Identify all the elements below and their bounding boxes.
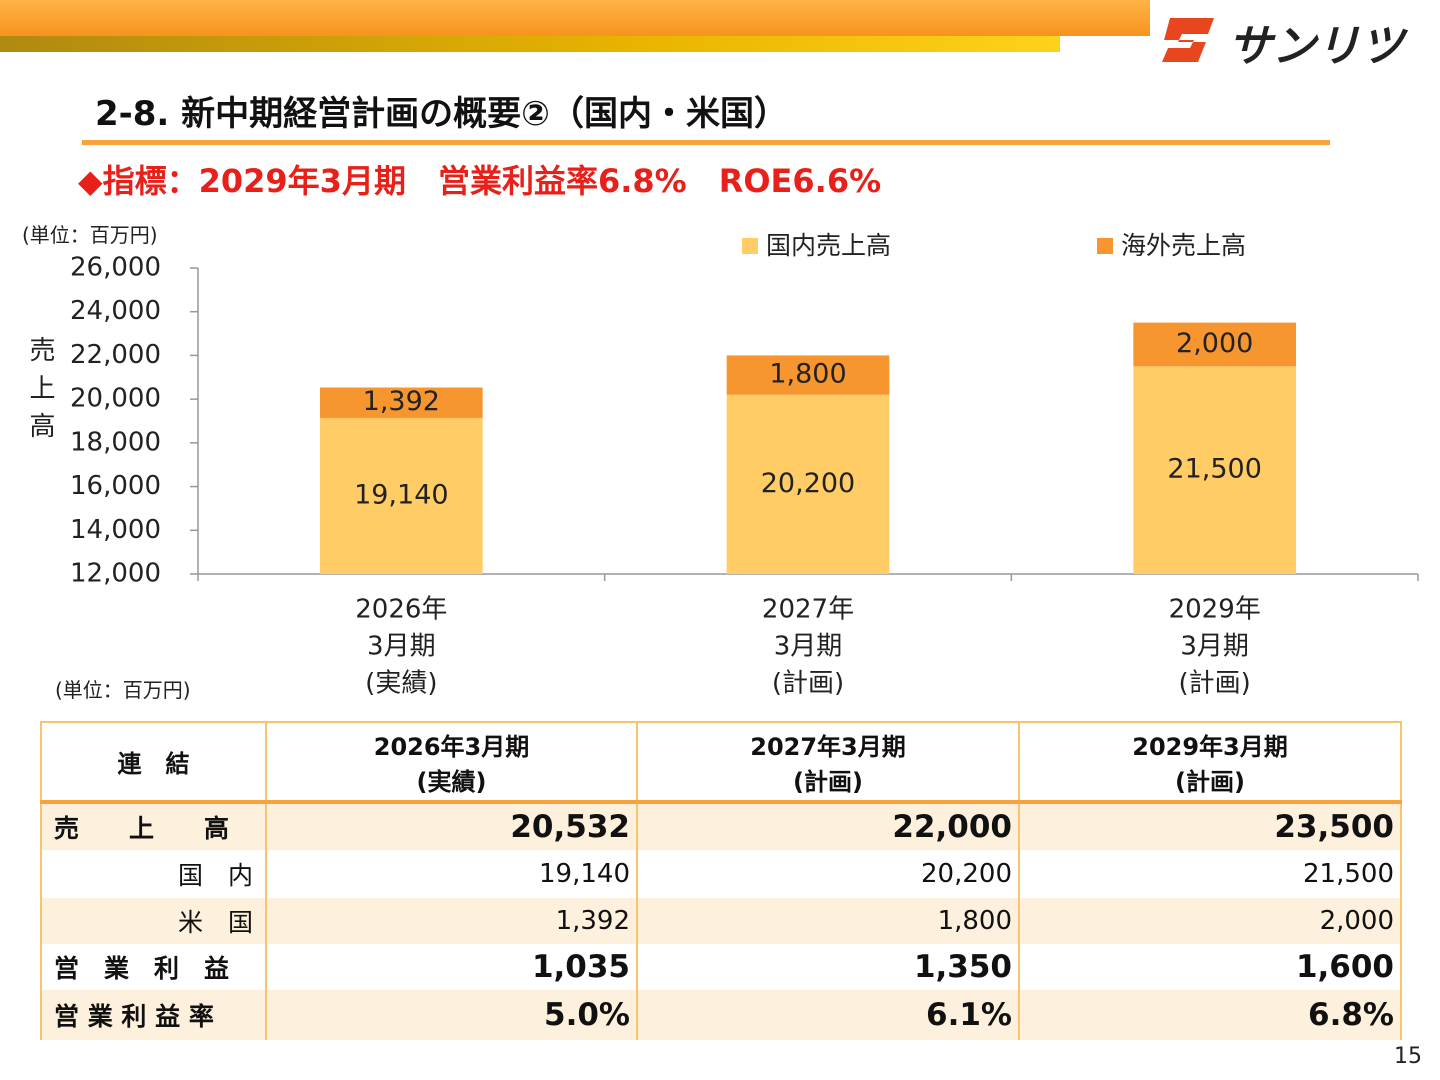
row-header: 米 国 — [40, 898, 267, 944]
title-underline — [82, 140, 1330, 145]
bar — [726, 355, 890, 395]
table-row: 営 業 利 益 率 5.0% 6.1% 6.8% — [40, 990, 1402, 1040]
y-tick-label: 24,000 — [70, 296, 161, 326]
data-label: 2,000 — [1176, 328, 1253, 359]
header-cell: 連 結 — [40, 721, 267, 804]
legend-swatch — [742, 238, 758, 254]
y-axis-label: 売上高 — [25, 336, 55, 450]
x-tick-label: 3月期 — [367, 632, 436, 662]
logo-text: サンリツ — [1228, 21, 1404, 72]
table-cell: 5.0% — [265, 990, 638, 1040]
y-tick-label: 18,000 — [70, 427, 161, 457]
bar — [1133, 322, 1296, 367]
data-label: 21,500 — [1167, 454, 1261, 485]
table-cell: 1,600 — [1018, 944, 1402, 990]
row-header: 営 業 利 益 — [40, 944, 267, 990]
table-cell: 20,532 — [265, 802, 638, 850]
table-cell: 1,350 — [636, 944, 1020, 990]
table-cell: 21,500 — [1018, 850, 1402, 898]
table-row: 国 内 19,140 20,200 21,500 — [40, 850, 1402, 898]
data-label: 19,140 — [354, 479, 448, 510]
row-header: 営 業 利 益 率 — [40, 990, 267, 1040]
table-cell: 22,000 — [636, 802, 1020, 850]
legend-label: 海外売上高 — [1121, 231, 1246, 260]
table-cell: 20,200 — [636, 850, 1020, 898]
header-row: 連 結 2026年3月期 (実績) 2027年3月期 (計画) 2029年3月期 (計画) — [40, 721, 1402, 804]
data-label: 1,392 — [363, 386, 440, 417]
legend-swatch — [1097, 238, 1113, 254]
x-tick-label: (実績) — [365, 669, 437, 699]
bar — [320, 387, 483, 418]
data-label: 1,800 — [769, 359, 846, 390]
top-band — [0, 0, 1150, 36]
header-cell: 2027年3月期 (計画) — [636, 721, 1020, 804]
slide-title: 2-8. 新中期経営計画の概要②（国内・米国） — [95, 94, 788, 134]
y-tick-label: 14,000 — [70, 515, 161, 545]
chart-unit: (単位：百万円) — [22, 223, 158, 247]
logo-icon — [1162, 18, 1214, 62]
table: 連 結 2026年3月期 (実績) 2027年3月期 (計画) 2029年3月期 (計画) 売… — [40, 721, 1402, 1040]
row-header: 売 上 高 — [40, 802, 267, 850]
header-line: (計画) — [793, 767, 863, 796]
header-line: (計画) — [1175, 767, 1245, 796]
bar — [726, 394, 890, 574]
x-tick-label: 2027年 — [762, 595, 854, 625]
table-cell: 23,500 — [1018, 802, 1402, 850]
table-row: 米 国 1,392 1,800 2,000 — [40, 898, 1402, 944]
bar — [1133, 366, 1296, 574]
bar — [320, 417, 483, 574]
y-tick-label: 12,000 — [70, 559, 161, 589]
y-tick-label: 22,000 — [70, 340, 161, 370]
header-cell: 2029年3月期 (計画) — [1018, 721, 1402, 804]
header-cell: 2026年3月期 (実績) — [265, 721, 638, 804]
top-strip — [0, 36, 1060, 52]
table-cell: 1,800 — [636, 898, 1020, 944]
data-label: 20,200 — [761, 468, 855, 499]
header-line: 2026年3月期 — [373, 732, 530, 761]
table-cell: 6.1% — [636, 990, 1020, 1040]
table-cell: 19,140 — [265, 850, 638, 898]
page-number: 15 — [1394, 1044, 1422, 1069]
legend-label: 国内売上高 — [766, 231, 891, 260]
row-header: 国 内 — [40, 850, 267, 898]
header-line: (実績) — [416, 767, 487, 796]
x-tick-label: 3月期 — [1180, 632, 1249, 662]
table-cell: 6.8% — [1018, 990, 1402, 1040]
chart: 12,000 14,000 16,000 18,000 20,000 22,000 24,0… — [70, 231, 1419, 699]
x-tick-label: 2029年 — [1169, 595, 1261, 625]
header-line: 連 結 — [117, 750, 190, 778]
subtitle: ◆指標：2029年3月期 営業利益率6.8% ROE6.6% — [78, 162, 882, 200]
x-tick-label: (計画) — [1179, 669, 1251, 699]
y-tick-label: 20,000 — [70, 384, 161, 414]
table-cell: 1,392 — [265, 898, 638, 944]
x-tick-label: 3月期 — [774, 632, 843, 662]
table-row: 売 上 高 20,532 22,000 23,500 — [40, 802, 1402, 850]
x-tick-label: 2026年 — [355, 595, 447, 625]
table-unit: (単位：百万円) — [55, 678, 191, 702]
x-tick-label: (計画) — [772, 669, 844, 699]
table-row: 営 業 利 益 1,035 1,350 1,600 — [40, 944, 1402, 990]
table-cell: 2,000 — [1018, 898, 1402, 944]
y-tick-label: 16,000 — [70, 471, 161, 501]
header-line: 2029年3月期 — [1132, 732, 1288, 761]
y-tick-label: 26,000 — [70, 253, 161, 283]
header-line: 2027年3月期 — [750, 732, 906, 761]
table-cell: 1,035 — [265, 944, 638, 990]
